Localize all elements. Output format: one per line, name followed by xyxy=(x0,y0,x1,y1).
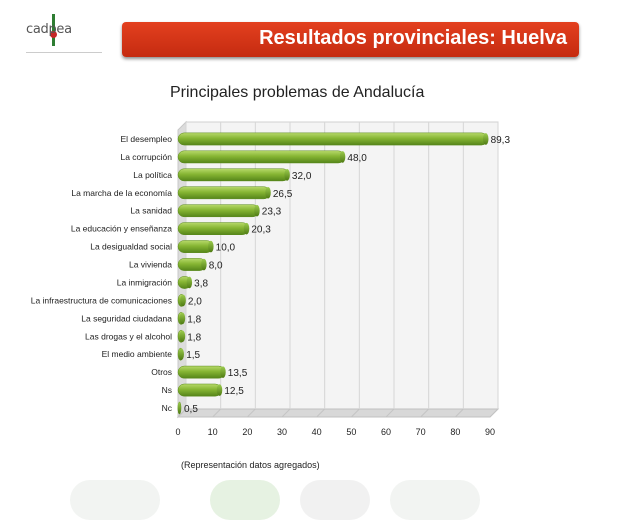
floor-grid-line xyxy=(420,408,430,418)
bar xyxy=(177,150,345,164)
value-label: 1,8 xyxy=(187,314,201,325)
bar xyxy=(177,383,222,397)
x-tick-label: 20 xyxy=(242,427,252,437)
bar-end-cap xyxy=(186,276,193,289)
x-tick-label: 30 xyxy=(277,427,287,437)
bar-end-cap xyxy=(339,151,346,163)
x-tick-label: 50 xyxy=(346,427,356,437)
bar-end-cap xyxy=(243,222,250,235)
category-label: Ns xyxy=(162,385,172,395)
category-label: La política xyxy=(133,170,172,180)
category-label: La inmigración xyxy=(117,277,173,287)
category-label: Otros xyxy=(151,367,172,377)
logo-bar xyxy=(52,14,55,46)
value-label: 13,5 xyxy=(228,368,248,379)
category-label: La educación y enseñanza xyxy=(71,224,172,234)
value-label: 20,3 xyxy=(251,225,271,236)
value-label: 0,5 xyxy=(184,404,198,415)
plot-floor xyxy=(176,408,500,418)
value-label: 26,5 xyxy=(273,189,293,200)
logo-dot xyxy=(50,31,57,38)
category-label: La infraestructura de comunicaciones xyxy=(31,295,172,305)
floor-grid-line xyxy=(489,408,499,418)
logo-text: cadpea xyxy=(26,22,72,37)
value-label: 23,3 xyxy=(262,207,282,218)
category-label: La sanidad xyxy=(130,206,172,216)
bar-end-cap xyxy=(208,240,214,253)
floor-grid-line xyxy=(212,408,222,418)
bar-end-cap xyxy=(265,186,271,199)
floor-grid-line xyxy=(177,408,187,418)
bar xyxy=(177,365,226,379)
bar-end-cap xyxy=(284,169,290,181)
bar xyxy=(177,204,260,218)
watermark-shape xyxy=(210,480,280,520)
value-label: 8,0 xyxy=(209,261,223,272)
bar-end-cap xyxy=(254,204,260,217)
category-label: Las drogas y el alcohol xyxy=(85,331,172,341)
x-tick-label: 90 xyxy=(485,427,495,437)
value-label: 2,0 xyxy=(188,296,202,307)
cadpea-logo: cadpea xyxy=(22,12,102,56)
value-label: 10,0 xyxy=(216,243,236,254)
bar-end-cap xyxy=(220,366,226,378)
bar xyxy=(177,222,249,236)
floor-grid-line xyxy=(385,408,395,418)
bar-end-cap xyxy=(179,330,186,343)
value-label: 1,8 xyxy=(187,332,201,343)
category-label: La seguridad ciudadana xyxy=(81,313,172,323)
x-tick-label: 70 xyxy=(416,427,426,437)
floor-grid-line xyxy=(454,408,464,418)
category-label: La marcha de la economía xyxy=(71,188,172,198)
x-tick-label: 80 xyxy=(450,427,460,437)
floor-grid-line xyxy=(316,408,326,418)
title-banner: Resultados provinciales: Huelva xyxy=(122,22,579,57)
category-label: El desempleo xyxy=(120,134,172,144)
bar xyxy=(177,186,271,200)
watermark-shape xyxy=(390,480,480,520)
value-label: 48,0 xyxy=(347,153,367,164)
watermark-shape xyxy=(70,480,160,520)
plot-back-wall xyxy=(185,121,499,410)
bar-end-cap xyxy=(482,133,489,145)
logo-underline xyxy=(26,52,102,53)
bar-end-cap xyxy=(201,258,207,271)
floor-grid-line xyxy=(281,408,291,418)
x-tick-label: 10 xyxy=(208,427,218,437)
value-label: 1,5 xyxy=(186,350,200,361)
category-label: La corrupción xyxy=(120,152,172,162)
category-label: La desigualdad social xyxy=(90,242,172,252)
floor-grid-line xyxy=(246,408,256,418)
value-label: 3,8 xyxy=(194,278,208,289)
bar xyxy=(177,132,488,146)
bar-end-cap xyxy=(178,348,184,361)
chart-title: Principales problemas de Andalucía xyxy=(170,84,425,101)
x-tick-label: 0 xyxy=(175,427,180,437)
bar xyxy=(177,240,213,253)
bar-end-cap xyxy=(177,402,181,414)
bar xyxy=(177,168,290,182)
watermark-shape xyxy=(300,480,370,520)
banner-title: Resultados provinciales: Huelva xyxy=(259,27,567,49)
x-tick-label: 40 xyxy=(312,427,322,437)
x-tick-label: 60 xyxy=(381,427,391,437)
category-label: Nc xyxy=(162,403,173,413)
aggregated-data-note: (Representación datos agregados) xyxy=(181,460,320,470)
category-label: La vivienda xyxy=(129,260,172,270)
bar-end-cap xyxy=(216,384,223,396)
bar-end-cap xyxy=(180,294,186,307)
value-label: 12,5 xyxy=(224,386,244,397)
floor-grid-line xyxy=(350,408,360,418)
value-label: 32,0 xyxy=(292,171,312,182)
category-label: El medio ambiente xyxy=(102,349,173,359)
value-label: 89,3 xyxy=(491,135,511,146)
bar-end-cap xyxy=(179,312,186,325)
